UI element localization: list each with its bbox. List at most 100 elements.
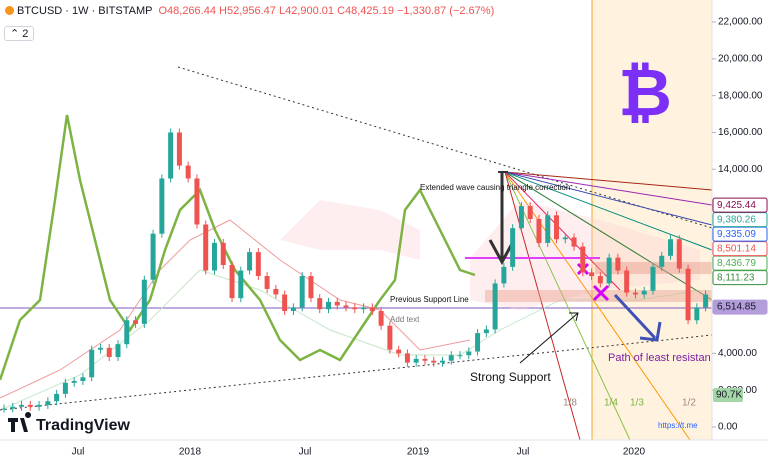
band <box>0 219 471 399</box>
candle-body <box>159 178 165 234</box>
candle-body <box>255 252 261 277</box>
annotation: Path of least resistan <box>608 352 711 364</box>
y-tick-label: 16,000.00 <box>718 127 763 138</box>
candle-body <box>80 377 86 381</box>
arrow <box>569 312 579 322</box>
candle-body <box>124 320 130 345</box>
candle-body <box>133 320 139 324</box>
candle-body <box>361 307 367 310</box>
candle-body <box>703 294 709 308</box>
annotation: Previous Support Line <box>390 295 469 304</box>
candle-body <box>273 288 279 295</box>
candle-body <box>19 404 25 407</box>
cloud <box>280 200 420 260</box>
arrow <box>488 239 516 266</box>
candle-body <box>606 257 612 284</box>
candle-body <box>27 404 33 407</box>
x-tick-label: Jul <box>299 447 312 458</box>
x-tick-label: 2018 <box>179 447 202 458</box>
candle-body <box>624 270 630 293</box>
candle-body <box>194 178 200 225</box>
band <box>0 269 701 411</box>
y-tick-label: 0.00 <box>718 422 738 433</box>
price-tag-label: 8,436.79 <box>717 258 756 269</box>
y-tick-label: 20,000.00 <box>718 53 763 64</box>
arrow <box>613 293 657 340</box>
candle-body <box>597 276 603 284</box>
fib-label: 1/2 <box>682 398 696 409</box>
annotation: Extended wave causing triangle correctio… <box>420 183 570 192</box>
candle-body <box>203 224 209 271</box>
annotations: Extended wave causing triangle correctio… <box>8 55 711 458</box>
candle-body <box>45 401 51 405</box>
collapse-count: 2 <box>22 28 29 40</box>
y-tick-label: 14,000.00 <box>718 164 763 175</box>
candle-body <box>238 270 244 299</box>
brand-name: TradingView <box>36 417 131 434</box>
candle-body <box>211 242 217 271</box>
candle-body <box>168 132 174 179</box>
candle-body <box>518 206 524 229</box>
price-tag <box>712 299 768 315</box>
candle-body <box>694 307 700 321</box>
candle-body <box>571 237 577 247</box>
price-tag-label: 6,514.85 <box>717 302 756 313</box>
price-tag-label: 9,380.26 <box>717 214 756 225</box>
candle-body <box>659 255 665 267</box>
candle-body <box>115 344 121 358</box>
price-tag-label: 8,501.14 <box>717 243 756 254</box>
candle-body <box>668 239 674 256</box>
candle-body <box>404 353 410 363</box>
candle-body <box>536 218 542 243</box>
candle-body <box>36 404 42 407</box>
fib-label: 1/8 <box>563 398 577 409</box>
candle-body <box>431 360 437 363</box>
candle-body <box>378 311 384 326</box>
candle-body <box>457 355 463 357</box>
cross <box>592 284 610 302</box>
candle-body <box>334 301 340 306</box>
candle-body <box>466 351 472 356</box>
brand: TradingView <box>8 412 131 434</box>
candle-body <box>589 272 595 277</box>
fib-label: 1/3 <box>630 398 644 409</box>
candle-body <box>580 246 586 273</box>
annotation: Add text <box>390 315 420 324</box>
x-tick-label: Jul <box>72 447 85 458</box>
candle-body <box>10 406 16 409</box>
candle-body <box>1 408 7 410</box>
candle-body <box>492 283 498 330</box>
candle-body <box>422 358 428 361</box>
candle-body <box>510 228 516 267</box>
price-tag-label: 9,425.44 <box>717 200 756 211</box>
candles <box>1 128 709 413</box>
candle-body <box>448 355 454 361</box>
x-tick-label: Jul <box>517 447 530 458</box>
candle-body <box>641 290 647 295</box>
price-tag <box>712 197 768 213</box>
collapse-button[interactable]: ⌃ 2 <box>4 26 35 41</box>
candle-body <box>89 349 95 378</box>
candle-body <box>247 252 253 271</box>
candle-body <box>62 382 68 394</box>
candle-body <box>185 165 191 179</box>
arrow <box>639 321 662 342</box>
candle-body <box>106 347 112 358</box>
y-tick-label: 4,000.00 <box>718 348 757 359</box>
candle-body <box>483 329 489 334</box>
symbol-icon <box>5 6 14 15</box>
symbol[interactable]: BTCUSD · 1W · BITSTAMP <box>17 5 153 17</box>
y-tick-label: 22,000.00 <box>718 17 763 28</box>
x-tick-label: 2019 <box>407 447 430 458</box>
candle-body <box>562 237 568 240</box>
fib-label: 1/4 <box>604 398 618 409</box>
candle-body <box>545 215 551 243</box>
candle-body <box>54 393 60 402</box>
candle-body <box>97 347 103 350</box>
y-axis: 0.002,000.004,000.0012,000.0014,000.0016… <box>712 17 768 433</box>
candle-body <box>676 239 682 269</box>
candle-body <box>290 307 296 312</box>
candle-body <box>229 265 235 299</box>
